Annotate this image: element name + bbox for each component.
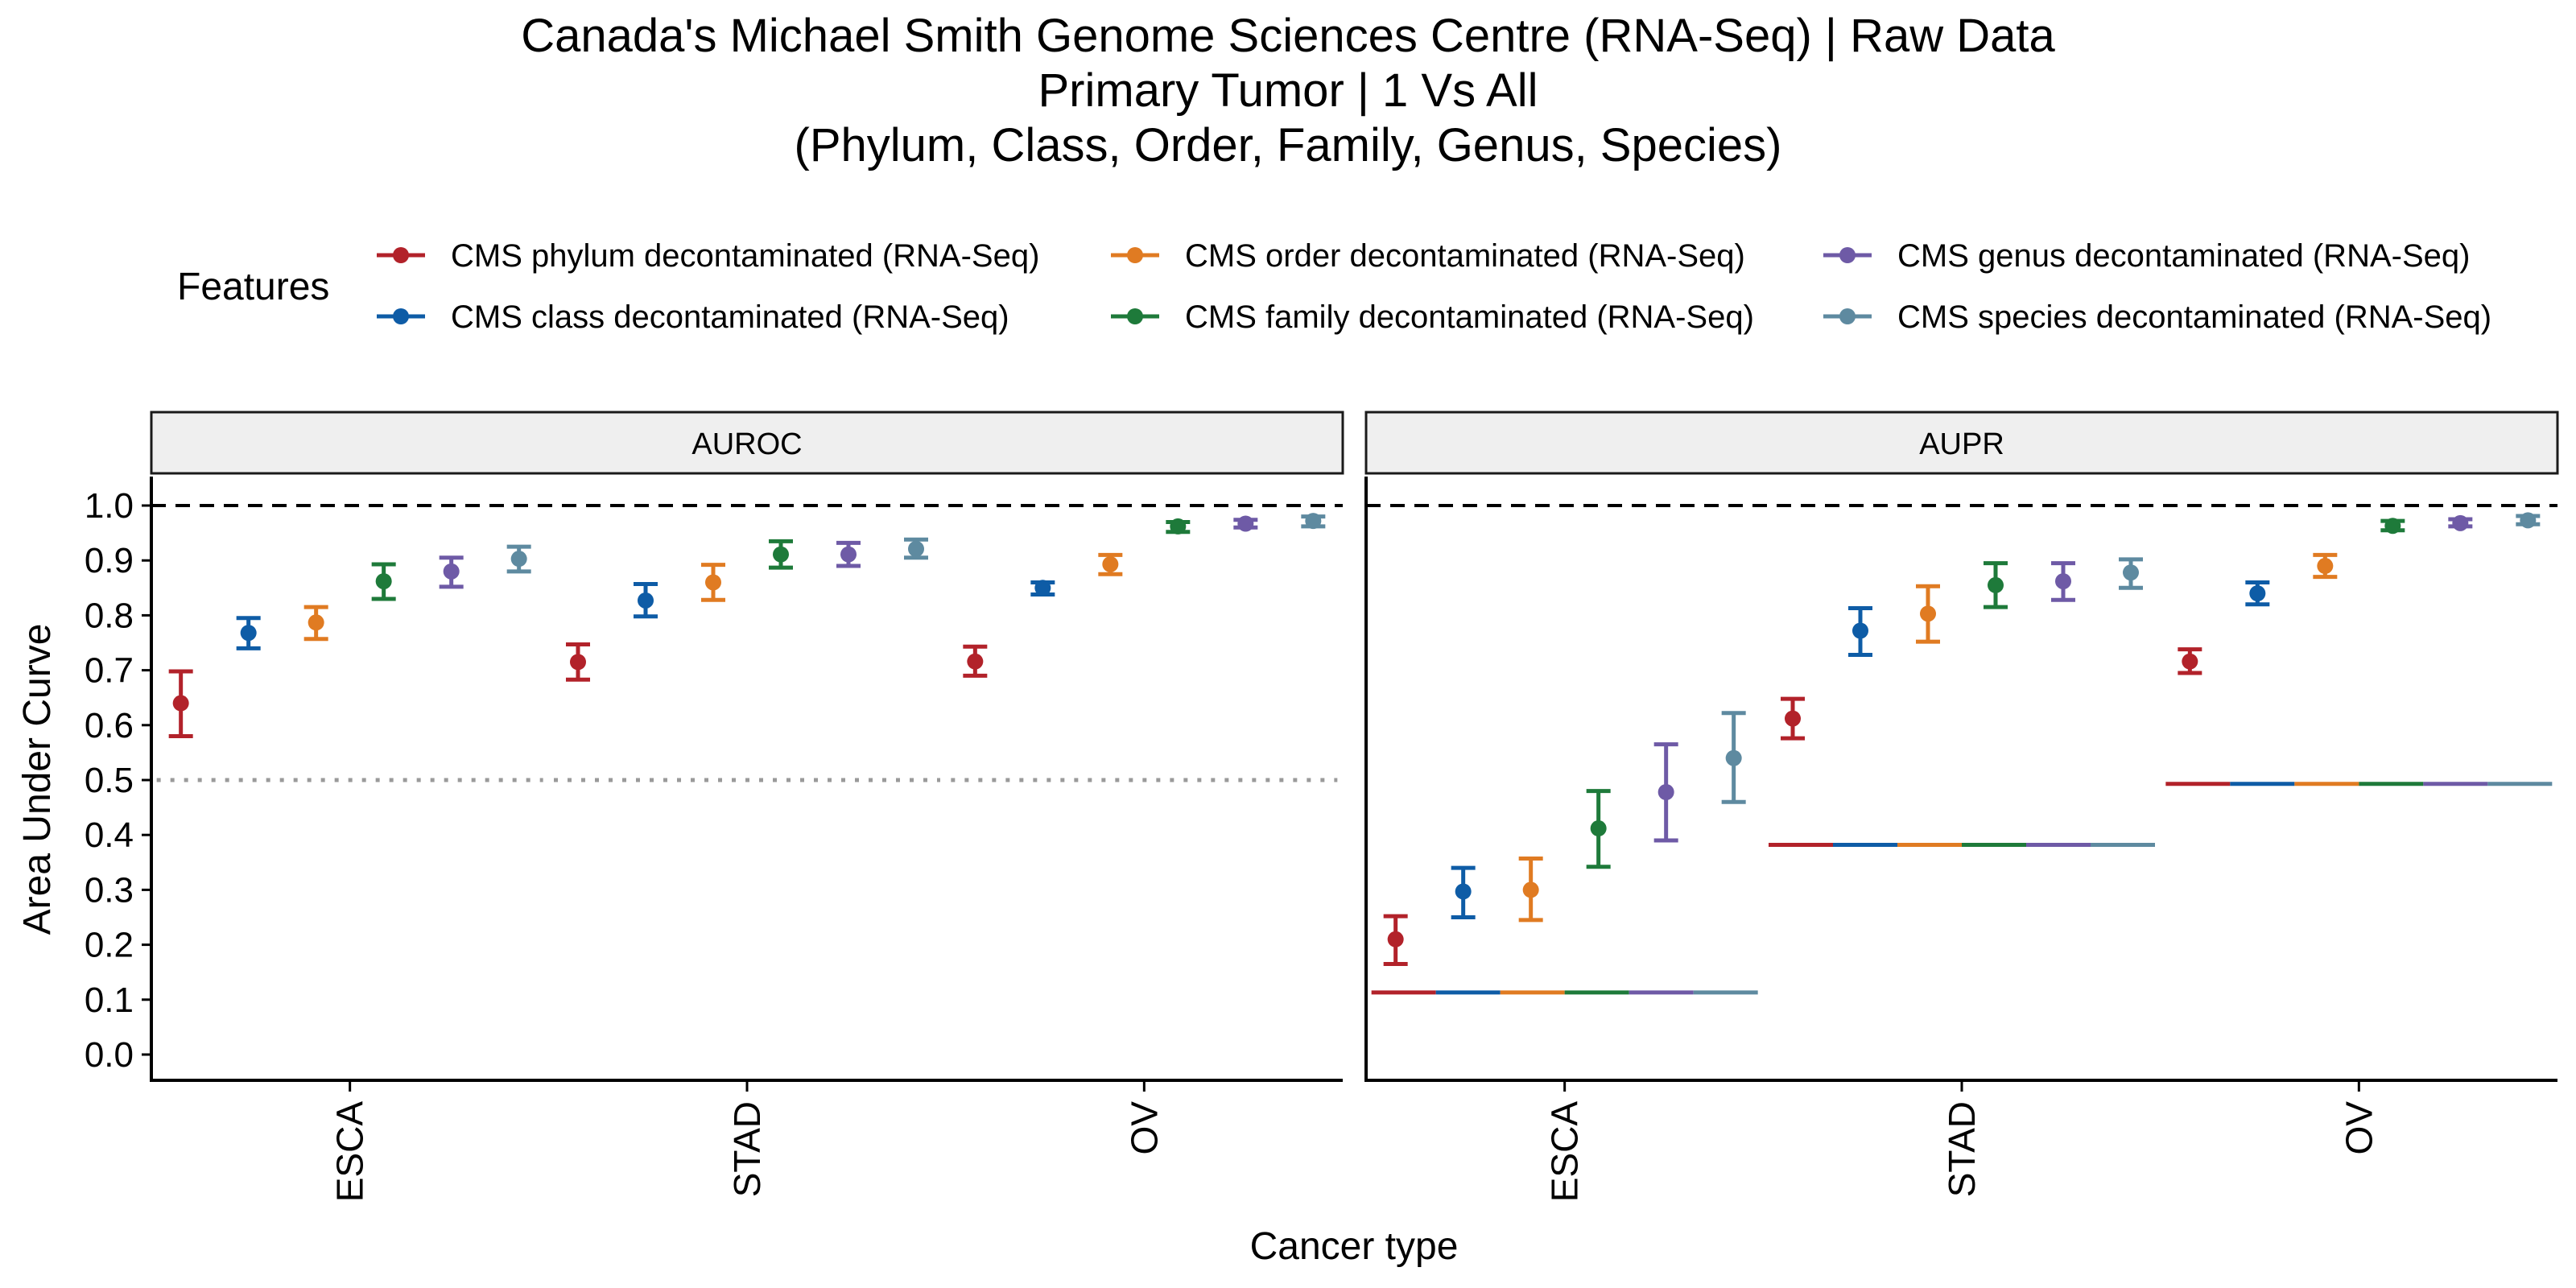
chart-title-line-3: (Phylum, Class, Order, Family, Genus, Sp… [795,119,1782,171]
data-point [240,625,257,642]
panel-strip [1364,411,2559,475]
panel-strip [150,411,1344,475]
chart-title: Canada's Michael Smith Genome Sciences C… [521,10,2055,171]
y-axis-title: Area Under Curve [16,624,59,935]
legend-key-point [393,308,409,324]
data-point [1920,605,1936,622]
y-tick-label: 0.4 [85,815,134,855]
chart-title-line-1: Canada's Michael Smith Genome Sciences C… [521,10,2055,62]
x-tick-label: OV [2338,1101,2380,1155]
data-point [1852,622,1868,639]
legend-entry-label: CMS genus decontaminated (RNA-Seq) [1897,238,2470,274]
y-tick-label: 0.5 [85,761,134,800]
x-tick-label: OV [1123,1101,1165,1155]
data-point [1590,820,1607,837]
legend: Features CMS phylum decontaminated (RNA-… [177,238,2491,335]
legend-title: Features [177,266,329,308]
legend-entry-label: CMS family decontaminated (RNA-Seq) [1185,299,1754,335]
panel-strip-label: AUPR [1919,427,2004,461]
x-axis-title: Cancer type [1250,1225,1459,1268]
y-tick-label: 0.9 [85,541,134,580]
legend-entry-label: CMS class decontaminated (RNA-Seq) [451,299,1009,335]
data-point [773,546,789,563]
data-point [1455,883,1472,900]
data-point [510,551,527,568]
data-point [1387,931,1404,947]
data-point [1657,784,1674,801]
data-point [840,546,857,563]
data-point [375,573,392,590]
panel-aupr: AUPR ESCA STAD OV [1364,411,2559,1203]
legend-key-point [1839,247,1856,263]
data-point [1102,555,1119,572]
data-point [1305,513,1322,530]
legend-key-point [1127,247,1143,263]
data-point [2452,514,2469,531]
y-tick-label: 0.2 [85,926,134,965]
data-point [2182,653,2198,670]
y-tick-label: 1.0 [85,486,134,526]
legend-key-point [1839,308,1856,324]
data-point [1988,576,2004,593]
data-point [967,653,984,670]
data-point [2520,512,2537,529]
data-point [1785,710,1801,727]
data-point [2055,573,2071,590]
legend-key-point [1127,308,1143,324]
y-tick-label: 0.3 [85,870,134,910]
data-point [1237,515,1254,532]
x-tick-label: ESCA [1544,1101,1586,1203]
y-tick-label: 0.0 [85,1035,134,1075]
x-tick-label: STAD [726,1101,768,1197]
x-tick-label: ESCA [329,1101,371,1203]
data-point [2123,564,2139,581]
data-point [1034,580,1051,597]
y-tick-label: 0.1 [85,980,134,1020]
legend-entry-label: CMS species decontaminated (RNA-Seq) [1897,299,2491,335]
y-tick-label: 0.6 [85,706,134,745]
y-tick-label: 0.7 [85,651,134,691]
data-point [1725,749,1742,766]
data-point [2249,585,2266,602]
legend-entry-label: CMS order decontaminated (RNA-Seq) [1185,238,1745,274]
data-point [705,574,721,591]
panel-strip-label: AUROC [691,427,802,461]
data-point [1522,881,1539,898]
panel-auroc: AUROC 0.0 0.1 0.2 0.3 0.4 0.5 0.6 0.7 0.8 0.9 1.0 ES… [85,411,1344,1203]
data-point [2317,558,2334,575]
chart-title-line-2: Primary Tumor | 1 Vs All [1038,64,1538,117]
data-point [2384,518,2401,535]
data-point [638,592,654,609]
data-point [570,654,586,671]
x-tick-label: STAD [1941,1101,1983,1197]
data-point [308,614,324,631]
data-point [908,540,924,557]
data-point [443,563,460,580]
data-point [172,695,189,712]
data-point [1170,518,1187,535]
plot-panels: AUROC 0.0 0.1 0.2 0.3 0.4 0.5 0.6 0.7 0.8 0.9 1.0 ES… [85,411,2559,1203]
y-tick-label: 0.8 [85,596,134,635]
legend-entry-label: CMS phylum decontaminated (RNA-Seq) [451,238,1039,274]
legend-key-point [393,247,409,263]
